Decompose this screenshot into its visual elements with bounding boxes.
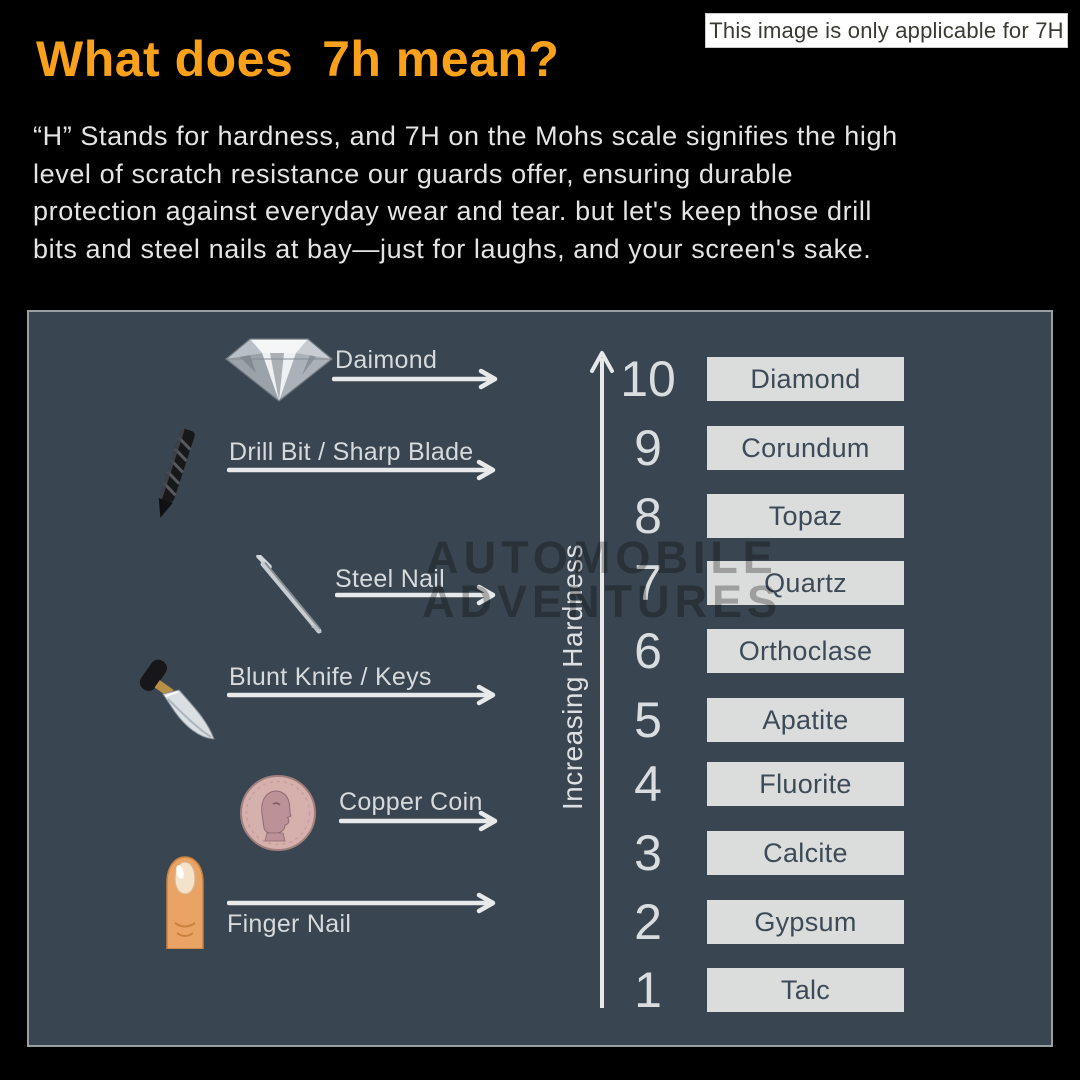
mineral-label: Orthoclase <box>738 635 873 666</box>
mineral-box: Apatite <box>707 698 904 742</box>
hardness-number: 9 <box>634 420 662 476</box>
hardness-number: 7 <box>634 555 662 611</box>
page-title: What does 7h mean? <box>36 31 560 87</box>
mineral-box: Fluorite <box>707 762 904 806</box>
object-label: Drill Bit / Sharp Blade <box>229 438 474 466</box>
scale-level-row: 6 Orthoclase <box>29 623 1051 679</box>
watermark-line: AUTOMOBILE <box>426 532 778 583</box>
right-arrow-icon <box>335 584 496 606</box>
mineral-label: Talc <box>780 974 831 1005</box>
scale-level-row: 8 Topaz <box>29 488 1051 544</box>
watermark-line: ADVENTURES <box>421 576 783 627</box>
hardness-number: 8 <box>634 488 662 544</box>
mineral-box: Calcite <box>707 831 904 875</box>
applicability-badge-text: This image is only applicable for 7H <box>709 17 1064 43</box>
right-arrow-icon <box>339 810 498 832</box>
right-arrow-icon <box>227 684 496 706</box>
mineral-box: Corundum <box>707 426 904 470</box>
mineral-label: Calcite <box>763 837 848 868</box>
hardness-number: 4 <box>634 756 662 812</box>
mineral-box: Gypsum <box>707 900 904 944</box>
intro-line: “H” Stands for hardness, and 7H on the M… <box>33 121 898 151</box>
mineral-label: Gypsum <box>754 906 857 937</box>
object-label: Finger Nail <box>227 910 352 938</box>
watermark: AUTOMOBILE ADVENTURES <box>421 532 783 627</box>
scale-level-row: 10 Diamond <box>29 351 1051 407</box>
object-label: Blunt Knife / Keys <box>229 663 432 691</box>
scale-level-row: 1 Talc <box>29 962 1051 1018</box>
mineral-label: Quartz <box>764 567 847 598</box>
mineral-box: Orthoclase <box>707 629 904 673</box>
mineral-label: Corundum <box>741 432 870 463</box>
object-label: Steel Nail <box>335 565 445 593</box>
applicability-badge: This image is only applicable for 7H <box>705 13 1068 48</box>
intro-line: protection against everyday wear and tea… <box>33 196 873 226</box>
mineral-box: Diamond <box>707 357 904 401</box>
knife-icon <box>135 658 217 749</box>
finger-nail-icon <box>163 853 207 954</box>
object-label: Copper Coin <box>339 788 483 816</box>
up-arrow-axis-icon <box>590 351 614 1008</box>
right-arrow-icon <box>227 459 496 481</box>
hardness-number: 3 <box>634 825 662 881</box>
scale-level-row: 5 Apatite <box>29 692 1051 748</box>
mineral-box: Talc <box>707 968 904 1012</box>
right-arrow-icon <box>227 892 496 914</box>
intro-line: bits and steel nails at bay—just for lau… <box>33 233 872 264</box>
copper-coin-icon <box>239 773 317 858</box>
mineral-label: Topaz <box>768 500 843 531</box>
mineral-box: Topaz <box>707 494 904 538</box>
hardness-number: 5 <box>634 692 662 748</box>
mineral-box: Quartz <box>707 561 904 605</box>
hardness-number: 1 <box>634 962 662 1018</box>
object-label: Daimond <box>335 346 438 374</box>
drill-bit-icon <box>139 424 211 529</box>
hardness-number: 2 <box>634 894 662 950</box>
intro-paragraph: “H” Stands for hardness, and 7H on the M… <box>33 118 1043 268</box>
diamond-icon <box>220 333 338 408</box>
mineral-label: Diamond <box>750 363 861 394</box>
right-arrow-icon <box>332 368 498 390</box>
scale-level-row: 2 Gypsum <box>29 894 1051 950</box>
hardness-number: 6 <box>634 623 662 679</box>
scale-level-row: 4 Fluorite <box>29 756 1051 812</box>
mohs-scale-panel: Daimond Drill Bit / Sharp Blade <box>27 310 1053 1047</box>
hardness-number: 10 <box>620 351 676 407</box>
scale-level-row: 3 Calcite <box>29 825 1051 881</box>
mineral-label: Fluorite <box>759 768 852 799</box>
intro-line: level of scratch resistance our guards o… <box>33 158 794 189</box>
scale-level-row: 9 Corundum <box>29 420 1051 476</box>
steel-nail-icon <box>253 553 329 644</box>
scale-level-row: 7 Quartz <box>29 555 1051 611</box>
mineral-label: Apatite <box>762 704 849 735</box>
